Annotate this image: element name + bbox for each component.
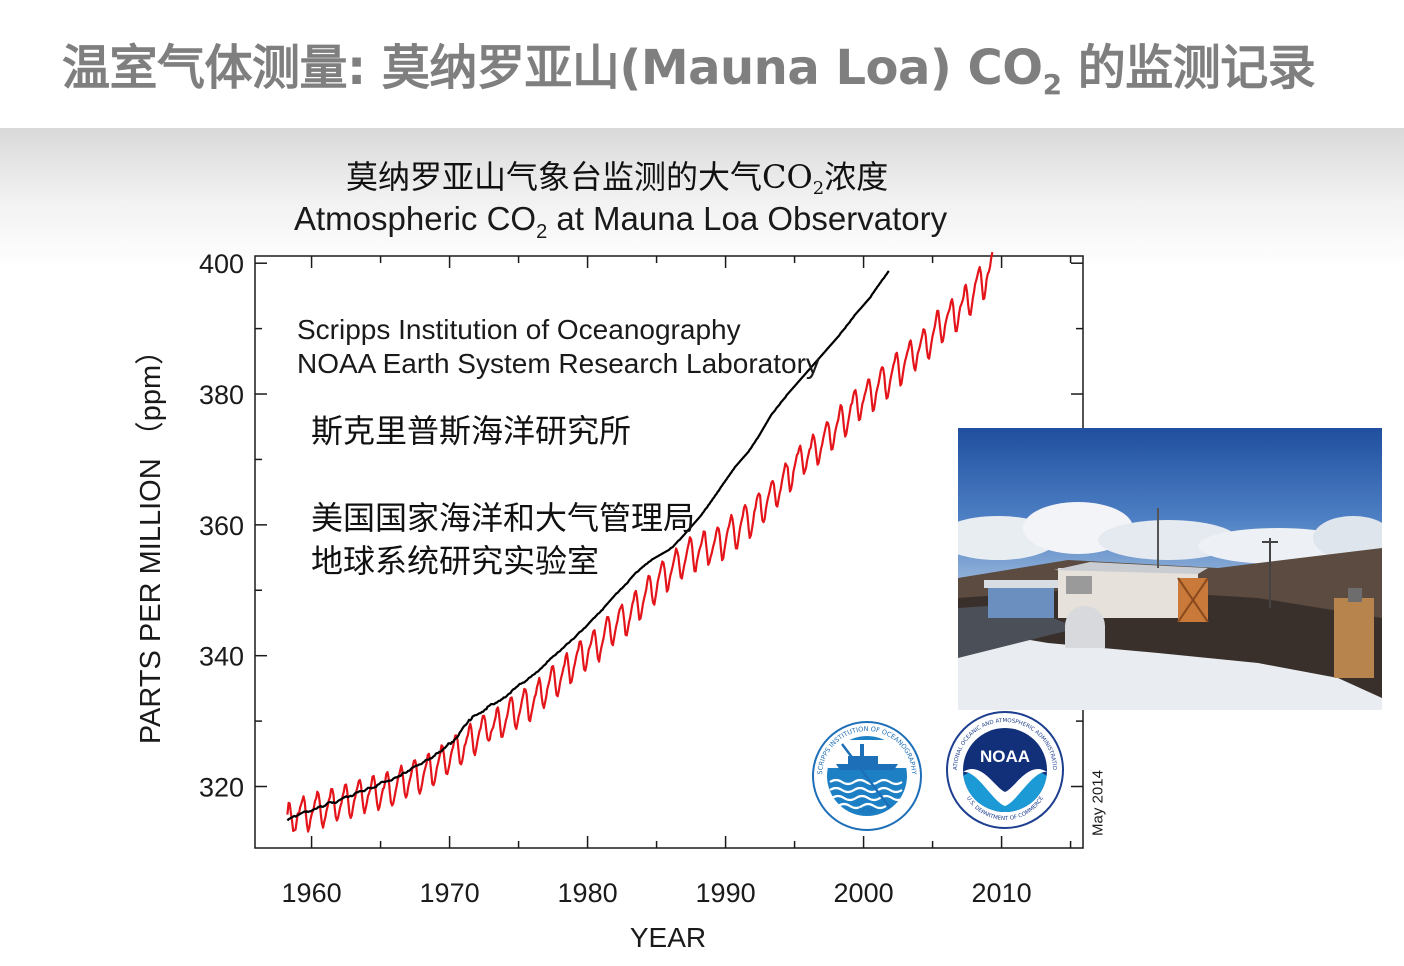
svg-text:NOAA: NOAA — [980, 747, 1030, 766]
x-axis-label: YEAR — [629, 922, 707, 953]
y-tick-label: 400 — [199, 249, 244, 279]
y-tick-label: 320 — [199, 773, 244, 803]
svg-text:UCSD: UCSD — [857, 806, 876, 815]
y-axis-label: PARTS PER MILLION （ppm） — [135, 335, 167, 745]
observatory-photo — [958, 428, 1382, 710]
institution-cn-1: 斯克里普斯海洋研究所 — [311, 412, 632, 450]
noaa-logo: NOAA NATIONAL OCEANIC AND ATMOSPHERIC AD… — [945, 710, 1064, 829]
x-tick-label: 2000 — [834, 878, 894, 908]
x-tick-label: 1970 — [420, 878, 480, 908]
title-bar: 温室气体测量: 莫纳罗亚山(Mauna Loa) CO2 的监测记录 — [0, 0, 1404, 128]
institution-en-1: Scripps Institution of Oceanography — [297, 314, 741, 345]
date-stamp: May 2014 — [1089, 770, 1107, 836]
y-tick-label: 340 — [199, 642, 244, 672]
x-tick-label: 1960 — [282, 878, 342, 908]
observatory-photo-image — [958, 428, 1382, 710]
institution-en-2: NOAA Earth System Research Laboratory — [297, 348, 820, 379]
axis-tick-labels: 1960 1970 1980 1990 2000 2010 320 340 360 380 400 — [199, 249, 1032, 908]
plot-frame — [254, 255, 1084, 849]
x-tick-label: 2010 — [972, 878, 1032, 908]
trend-co2-line — [286, 270, 890, 822]
institution-cn-2: 美国国家海洋和大气管理局 — [311, 499, 696, 537]
scripps-logo: SCRIPPS INSTITUTION OF OCEANOGRAPHY UCSD — [812, 721, 922, 831]
slide-title: 温室气体测量: 莫纳罗亚山(Mauna Loa) CO2 的监测记录 — [62, 40, 1316, 101]
x-tick-label: 1980 — [558, 878, 618, 908]
y-tick-label: 380 — [199, 380, 244, 410]
x-tick-label: 1990 — [696, 878, 756, 908]
chart-title-cn: 莫纳罗亚山气象台监测的大气CO2浓度 — [346, 158, 889, 199]
chart-title-en: Atmospheric CO2 at Mauna Loa Observatory — [294, 200, 948, 243]
monthly-co2-line — [286, 251, 994, 833]
institution-cn-3: 地球系统研究实验室 — [311, 542, 600, 580]
y-tick-label: 360 — [199, 511, 244, 541]
